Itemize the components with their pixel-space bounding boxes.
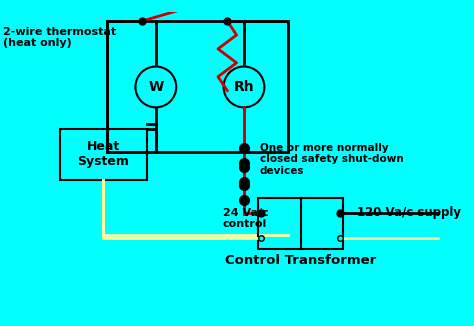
Text: 24 Va/c
control: 24 Va/c control — [223, 208, 268, 229]
Text: Rh: Rh — [234, 80, 254, 94]
Text: W: W — [148, 80, 164, 94]
Text: 120 Va/c supply: 120 Va/c supply — [357, 206, 461, 219]
Text: 2-wire thermostat
(heat only): 2-wire thermostat (heat only) — [3, 27, 116, 48]
Text: One or more normally
closed safety shut-down
devices: One or more normally closed safety shut-… — [260, 142, 403, 176]
Bar — [258, 198, 343, 249]
Circle shape — [224, 67, 264, 107]
Text: Control Transformer: Control Transformer — [225, 254, 376, 267]
Bar — [60, 129, 146, 180]
Text: Heat
System: Heat System — [77, 140, 129, 168]
Bar — [107, 21, 288, 152]
Circle shape — [136, 67, 176, 107]
